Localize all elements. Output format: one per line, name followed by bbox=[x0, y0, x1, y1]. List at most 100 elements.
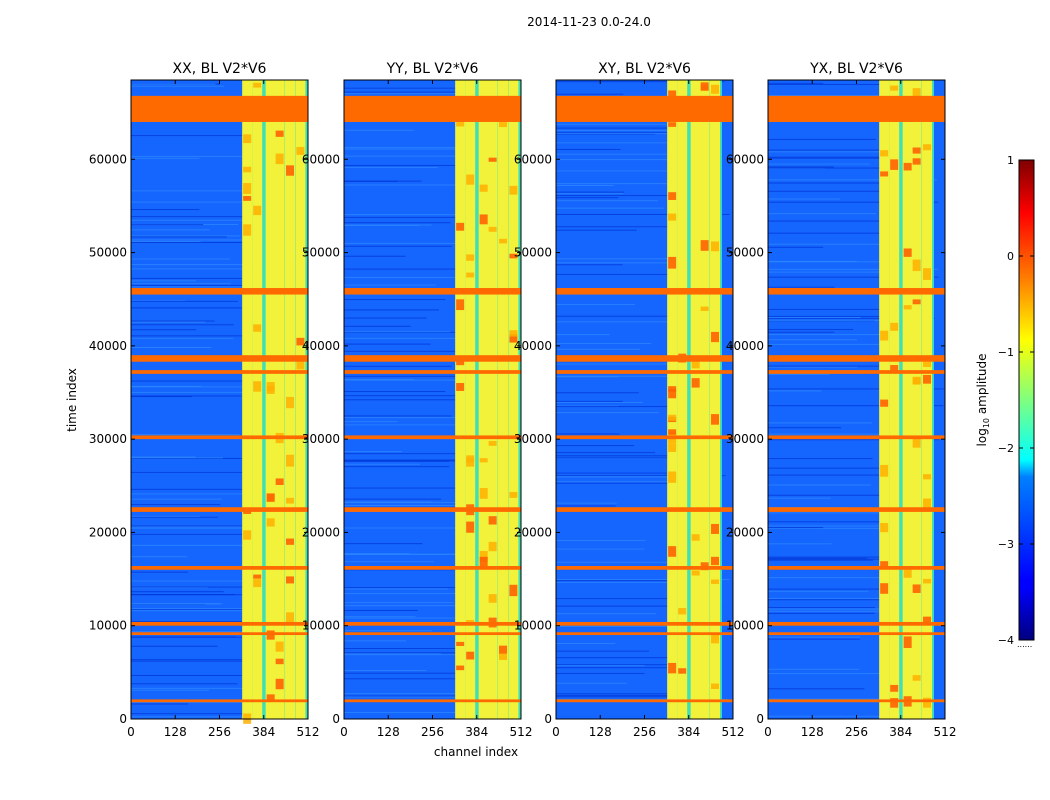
noise-streak bbox=[131, 591, 224, 593]
noise-streak bbox=[556, 303, 636, 305]
colorbar-dots: ...... bbox=[1017, 640, 1032, 649]
x-tick-label: 384 bbox=[677, 725, 700, 739]
noise-streak bbox=[556, 548, 645, 550]
signal-blotch bbox=[700, 240, 709, 251]
noise-streak bbox=[131, 346, 212, 348]
y-tick-label: 20000 bbox=[302, 525, 340, 539]
noise-streak bbox=[768, 190, 916, 192]
noise-streak bbox=[131, 209, 200, 211]
noise-streak bbox=[768, 156, 925, 158]
bright-channel-column bbox=[252, 80, 263, 719]
noise-streak bbox=[344, 605, 467, 607]
signal-blotch bbox=[711, 579, 720, 584]
bright-channel-column bbox=[508, 80, 519, 719]
signal-blotch bbox=[456, 641, 465, 646]
signal-blotch bbox=[296, 360, 305, 370]
noise-streak bbox=[131, 603, 220, 605]
noise-streak bbox=[768, 260, 857, 262]
flagged-row bbox=[344, 288, 521, 295]
noise-streak bbox=[131, 456, 196, 458]
signal-blotch bbox=[912, 675, 921, 681]
bright-channel-column bbox=[922, 80, 933, 719]
noise-streak bbox=[768, 590, 869, 592]
noise-streak bbox=[768, 317, 935, 319]
noise-streak bbox=[344, 129, 414, 131]
noise-streak bbox=[131, 703, 189, 705]
noise-streak bbox=[344, 678, 487, 680]
bright-channel-column bbox=[242, 80, 253, 719]
noise-streak bbox=[768, 315, 928, 317]
noise-streak bbox=[768, 83, 916, 85]
noise-streak bbox=[344, 331, 451, 333]
noise-streak bbox=[344, 317, 427, 319]
noise-streak bbox=[344, 331, 487, 333]
noise-streak bbox=[768, 198, 840, 200]
signal-blotch bbox=[912, 147, 921, 154]
panel-title: XX, BL V2*V6 bbox=[173, 61, 267, 77]
noise-streak bbox=[556, 482, 692, 484]
signal-blotch bbox=[711, 683, 720, 689]
flagged-row bbox=[768, 632, 945, 636]
bright-channel-column bbox=[455, 80, 466, 719]
y-tick-label: 60000 bbox=[514, 152, 552, 166]
noise-streak bbox=[556, 142, 676, 144]
signal-blotch bbox=[711, 523, 720, 534]
signal-blotch bbox=[912, 584, 921, 593]
noise-streak bbox=[768, 82, 824, 84]
noise-streak bbox=[768, 268, 939, 270]
flagged-row bbox=[131, 632, 308, 636]
noise-streak bbox=[344, 268, 487, 270]
noise-streak bbox=[768, 182, 913, 184]
noise-streak bbox=[556, 375, 710, 377]
noise-streak bbox=[768, 439, 940, 441]
x-tick-label: 128 bbox=[164, 725, 187, 739]
signal-blotch bbox=[890, 698, 899, 708]
signal-blotch bbox=[880, 330, 889, 341]
y-tick-label: 60000 bbox=[726, 152, 764, 166]
noise-streak bbox=[768, 494, 896, 496]
signal-blotch bbox=[711, 331, 720, 343]
noise-streak bbox=[131, 85, 225, 87]
x-tick-label: 256 bbox=[845, 725, 868, 739]
flagged-row bbox=[768, 95, 945, 122]
noise-streak bbox=[768, 577, 917, 579]
noise-streak bbox=[131, 687, 250, 689]
signal-blotch bbox=[466, 521, 475, 533]
x-tick-label: 384 bbox=[252, 725, 275, 739]
signal-blotch bbox=[923, 374, 932, 384]
noise-streak bbox=[131, 493, 270, 495]
signal-blotch bbox=[509, 584, 518, 597]
flagged-row bbox=[556, 435, 733, 440]
noise-streak bbox=[131, 580, 259, 582]
noise-streak bbox=[556, 200, 658, 202]
noise-streak bbox=[556, 153, 677, 155]
bright-channel-column bbox=[911, 80, 922, 719]
noise-streak bbox=[344, 487, 457, 489]
noise-streak bbox=[344, 391, 446, 393]
noise-streak bbox=[131, 284, 269, 286]
noise-streak bbox=[556, 226, 715, 228]
noise-streak bbox=[131, 660, 284, 662]
flagged-row bbox=[131, 699, 308, 703]
noise-streak bbox=[556, 613, 657, 615]
noise-streak bbox=[768, 422, 872, 424]
noise-streak bbox=[344, 299, 446, 301]
signal-blotch bbox=[880, 150, 889, 157]
noise-streak bbox=[768, 467, 880, 469]
noise-streak bbox=[768, 543, 832, 545]
noise-streak bbox=[556, 650, 650, 652]
noise-streak bbox=[344, 460, 449, 462]
flagged-row bbox=[768, 507, 945, 512]
signal-blotch bbox=[253, 574, 262, 579]
noise-streak bbox=[556, 580, 707, 582]
noise-streak bbox=[131, 631, 256, 633]
signal-blotch bbox=[296, 337, 305, 346]
noise-streak bbox=[768, 556, 908, 558]
noise-streak bbox=[131, 157, 200, 159]
noise-streak bbox=[131, 556, 188, 558]
noise-streak bbox=[556, 258, 691, 260]
noise-streak bbox=[768, 405, 944, 407]
x-tick-label: 512 bbox=[722, 725, 745, 739]
signal-blotch bbox=[275, 678, 284, 690]
figure-title: 2014-11-23 0.0-24.0 bbox=[527, 15, 651, 29]
